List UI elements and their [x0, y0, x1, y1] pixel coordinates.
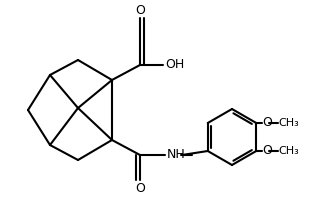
Text: O: O [262, 145, 272, 157]
Text: CH₃: CH₃ [278, 146, 299, 156]
Text: O: O [135, 182, 145, 194]
Text: CH₃: CH₃ [278, 118, 299, 128]
Text: O: O [262, 116, 272, 129]
Text: OH: OH [165, 58, 184, 71]
Text: NH: NH [167, 148, 186, 162]
Text: O: O [135, 4, 145, 16]
